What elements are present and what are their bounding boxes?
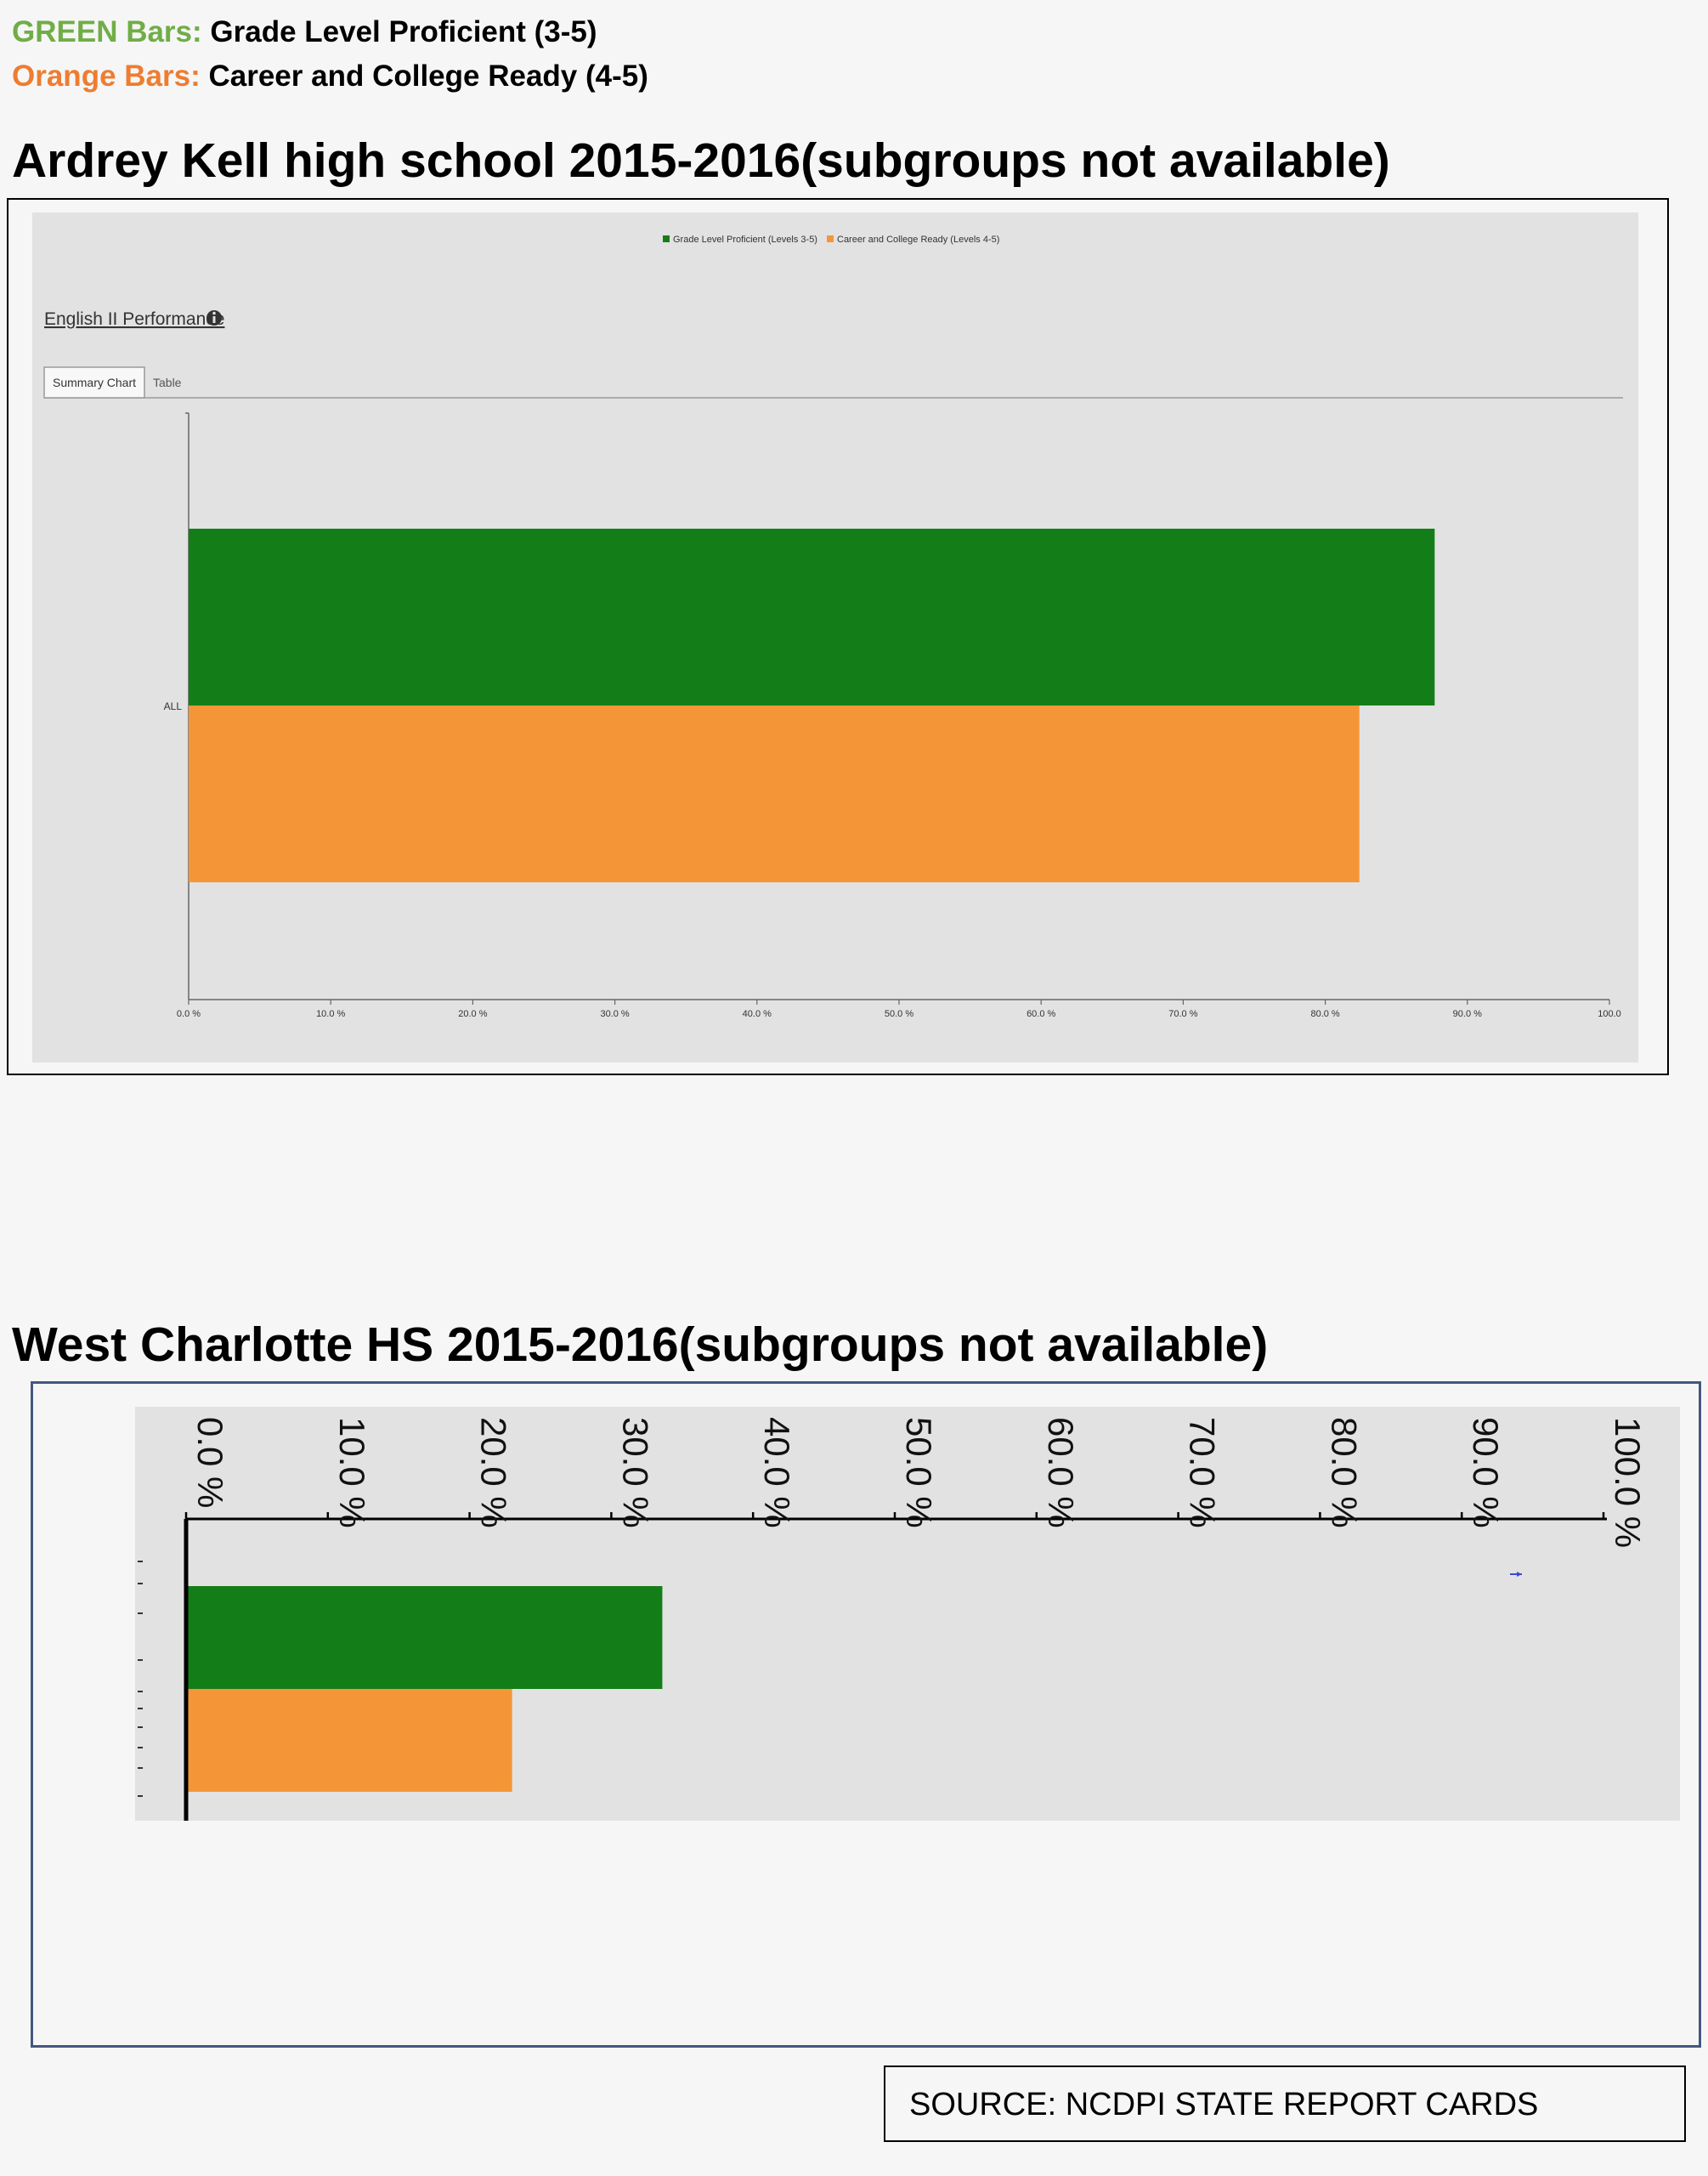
- chart1-legend: Grade Level Proficient (Levels 3-5) Care…: [663, 235, 999, 245]
- orange-bars-label: Orange Bars:: [12, 60, 201, 93]
- chart2-x-tick-label: 100.0 %: [1608, 1417, 1648, 1548]
- chart1-bar-green: [189, 529, 1435, 706]
- chart1-x-tick-label: 90.0 %: [1453, 1009, 1482, 1019]
- chart1-x-tick-label: 60.0 %: [1026, 1009, 1055, 1019]
- chart1-x-tick-label: 0.0 %: [177, 1009, 201, 1019]
- chart2-x-tick-label: 0.0 %: [190, 1417, 230, 1508]
- chart1-x-tick-label: 40.0 %: [743, 1009, 772, 1019]
- chart1-x-tick-label: 80.0 %: [1310, 1009, 1339, 1019]
- orange-bars-text: Career and College Ready (4-5): [208, 60, 648, 93]
- chart2-bar-green: [186, 1586, 663, 1689]
- source-text: SOURCE: NCDPI STATE REPORT CARDS: [909, 2087, 1539, 2122]
- chart2-x-tick-label: 60.0 %: [1041, 1417, 1081, 1528]
- green-bars-label: GREEN Bars:: [12, 15, 202, 48]
- chart1-x-tick-label: 30.0 %: [600, 1009, 629, 1019]
- school1-chart: Grade Level Proficient (Levels 3-5) Care…: [43, 235, 1623, 1019]
- chart2-x-tick-label: 90.0 %: [1466, 1417, 1506, 1528]
- tab-summary-chart-label: Summary Chart: [53, 376, 136, 389]
- orange-bars-key: Orange Bars: Career and College Ready (4…: [12, 56, 648, 97]
- tab-summary-chart[interactable]: [43, 366, 145, 399]
- chart1-x-tick-label: 10.0 %: [316, 1009, 345, 1019]
- chart2-plot: 0.0 % 10.0 % 20.0 % 30.0 % 40.0 % 50.0 % 60.0 …: [138, 1417, 1648, 1821]
- school2-chart-panel: 0.0 % 10.0 % 20.0 % 30.0 % 40.0 % 50.0 % 60.0 …: [135, 1407, 1680, 1821]
- tab-table[interactable]: Table: [153, 376, 182, 389]
- chart2-x-tick-label: 50.0 %: [899, 1417, 939, 1528]
- school2-chart: 0.0 % 10.0 % 20.0 % 30.0 % 40.0 % 50.0 % 60.0 …: [138, 1417, 1648, 1821]
- blue-arrow-mark: [1510, 1572, 1522, 1577]
- legend-green-label: Grade Level Proficient (Levels 3-5): [673, 235, 817, 245]
- chart2-bar-orange: [186, 1689, 512, 1792]
- english-ii-performance-link[interactable]: English II Performance: [44, 309, 224, 329]
- chart1-category-label: ALL: [164, 700, 183, 712]
- green-bars-key: GREEN Bars: Grade Level Proficient (3-5): [12, 12, 597, 53]
- chart1-x-tick-label: 100.0: [1598, 1009, 1621, 1019]
- chart2-x-tick-label: 10.0 %: [332, 1417, 372, 1528]
- school1-chart-panel: Grade Level Proficient (Levels 3-5) Care…: [32, 212, 1638, 1062]
- chart1-x-tick-label: 50.0 %: [885, 1009, 913, 1019]
- green-bars-text: Grade Level Proficient (3-5): [210, 15, 597, 48]
- chart1-bar-orange: [189, 706, 1360, 882]
- chart1-x-tick-label: 70.0 %: [1168, 1009, 1197, 1019]
- chart2-x-tick-label: 20.0 %: [474, 1417, 514, 1528]
- school1-title: Ardrey Kell high school 2015-2016(subgro…: [12, 133, 1390, 188]
- school2-title: West Charlotte HS 2015-2016(subgroups no…: [12, 1318, 1269, 1372]
- chart2-x-tick-label: 30.0 %: [615, 1417, 655, 1528]
- info-icon[interactable]: [206, 310, 222, 326]
- chart1-x-tick-label: 20.0 %: [458, 1009, 487, 1019]
- legend-orange-swatch: [827, 235, 834, 242]
- legend-orange-label: Career and College Ready (Levels 4-5): [837, 235, 999, 245]
- chart2-x-tick-label: 80.0 %: [1324, 1417, 1364, 1528]
- chart2-x-tick-label: 40.0 %: [757, 1417, 797, 1528]
- legend-green-swatch: [663, 235, 670, 242]
- chart1-plot: 0.0 % 10.0 % 20.0 % 30.0 % 40.0 % 50.0 % 60.0 …: [164, 412, 1621, 1019]
- source-box: SOURCE: NCDPI STATE REPORT CARDS: [884, 2066, 1686, 2142]
- chart2-x-tick-label: 70.0 %: [1183, 1417, 1223, 1528]
